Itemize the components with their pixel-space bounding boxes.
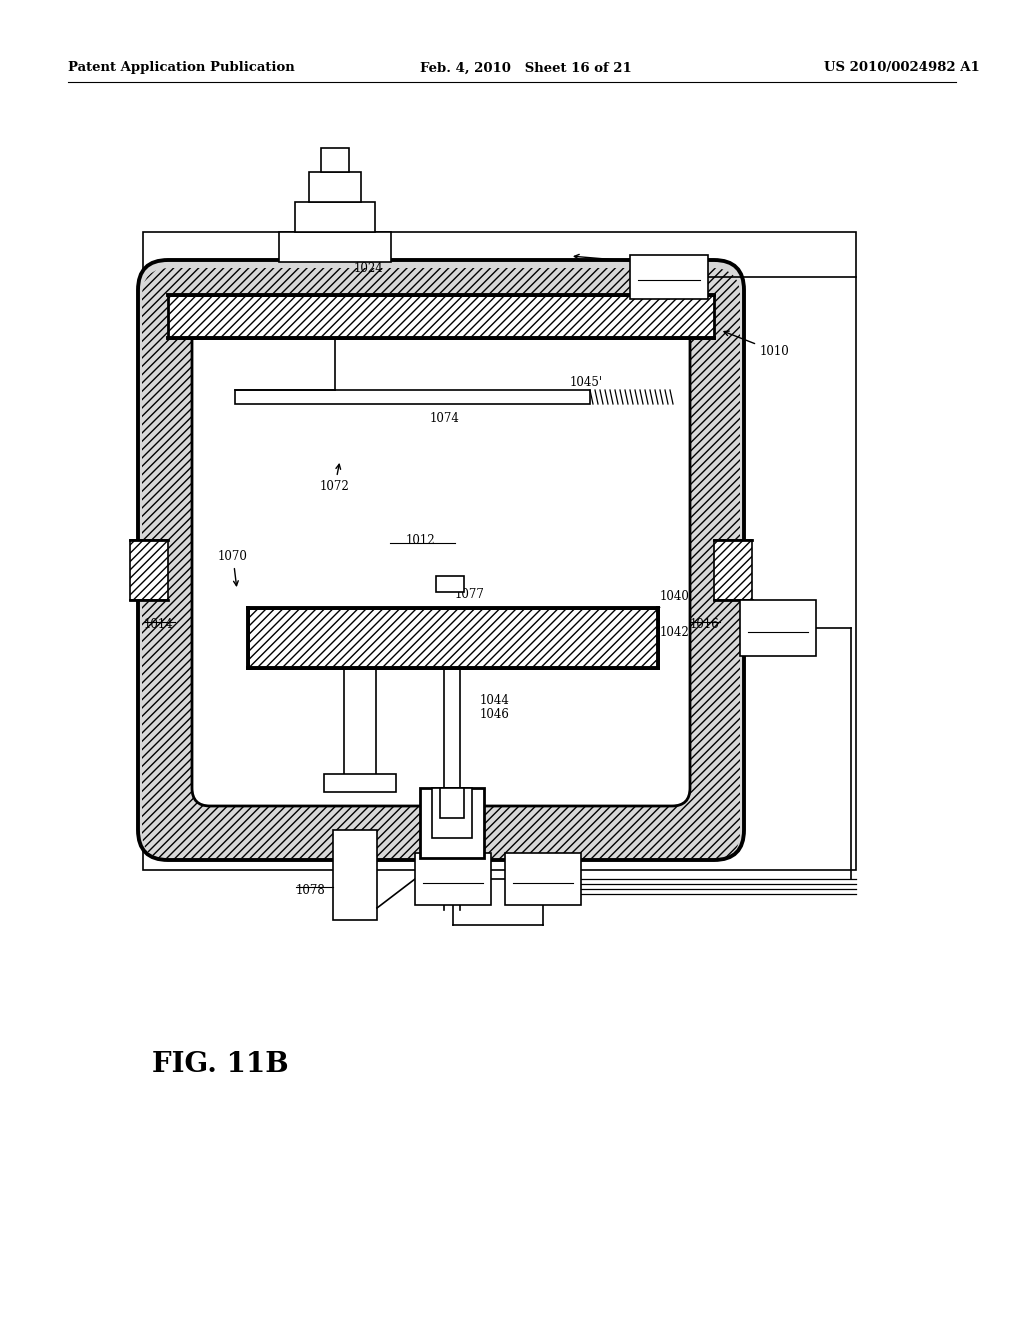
- Bar: [168, 294, 714, 338]
- Bar: [436, 576, 464, 591]
- Text: 1000: 1000: [574, 255, 710, 273]
- Bar: [130, 540, 168, 601]
- Bar: [234, 389, 590, 404]
- Bar: [333, 830, 377, 920]
- Text: 1080: 1080: [763, 622, 793, 635]
- Bar: [630, 255, 708, 300]
- Text: 1020: 1020: [200, 306, 276, 338]
- Text: 1078: 1078: [296, 883, 326, 896]
- FancyBboxPatch shape: [193, 314, 690, 807]
- Text: 1014: 1014: [144, 619, 174, 631]
- Text: US 2010/0024982 A1: US 2010/0024982 A1: [824, 62, 980, 74]
- Bar: [440, 788, 464, 818]
- Text: 1046: 1046: [480, 709, 510, 722]
- Text: 1074: 1074: [430, 412, 460, 425]
- Bar: [248, 609, 658, 668]
- Bar: [279, 232, 391, 261]
- Bar: [714, 540, 752, 601]
- Text: 1045': 1045': [570, 375, 603, 388]
- Bar: [321, 148, 349, 172]
- Text: 1012: 1012: [406, 533, 435, 546]
- Text: 1072: 1072: [319, 465, 350, 492]
- Bar: [415, 853, 490, 906]
- Text: 1016: 1016: [690, 619, 720, 631]
- Text: 1024: 1024: [354, 261, 384, 275]
- Text: 1050: 1050: [654, 271, 684, 284]
- Text: 1070: 1070: [218, 550, 248, 586]
- Bar: [295, 202, 375, 232]
- Bar: [432, 788, 472, 838]
- FancyBboxPatch shape: [138, 260, 744, 861]
- Bar: [309, 172, 361, 202]
- Bar: [505, 853, 581, 906]
- Text: 1077: 1077: [455, 589, 485, 602]
- Text: Patent Application Publication: Patent Application Publication: [68, 62, 295, 74]
- Text: 1042: 1042: [660, 626, 690, 639]
- Text: 1040: 1040: [648, 590, 690, 615]
- Text: 1022: 1022: [348, 242, 378, 255]
- Text: FIG. 11B: FIG. 11B: [152, 1052, 289, 1078]
- Text: 1010: 1010: [724, 331, 790, 358]
- Text: 1044: 1044: [480, 693, 510, 706]
- Text: 1060: 1060: [438, 873, 468, 886]
- Text: Feb. 4, 2010   Sheet 16 of 21: Feb. 4, 2010 Sheet 16 of 21: [420, 62, 632, 74]
- Bar: [324, 774, 396, 792]
- Text: 1090: 1090: [528, 873, 558, 886]
- Bar: [420, 788, 484, 858]
- Bar: [143, 232, 856, 870]
- Bar: [740, 601, 816, 656]
